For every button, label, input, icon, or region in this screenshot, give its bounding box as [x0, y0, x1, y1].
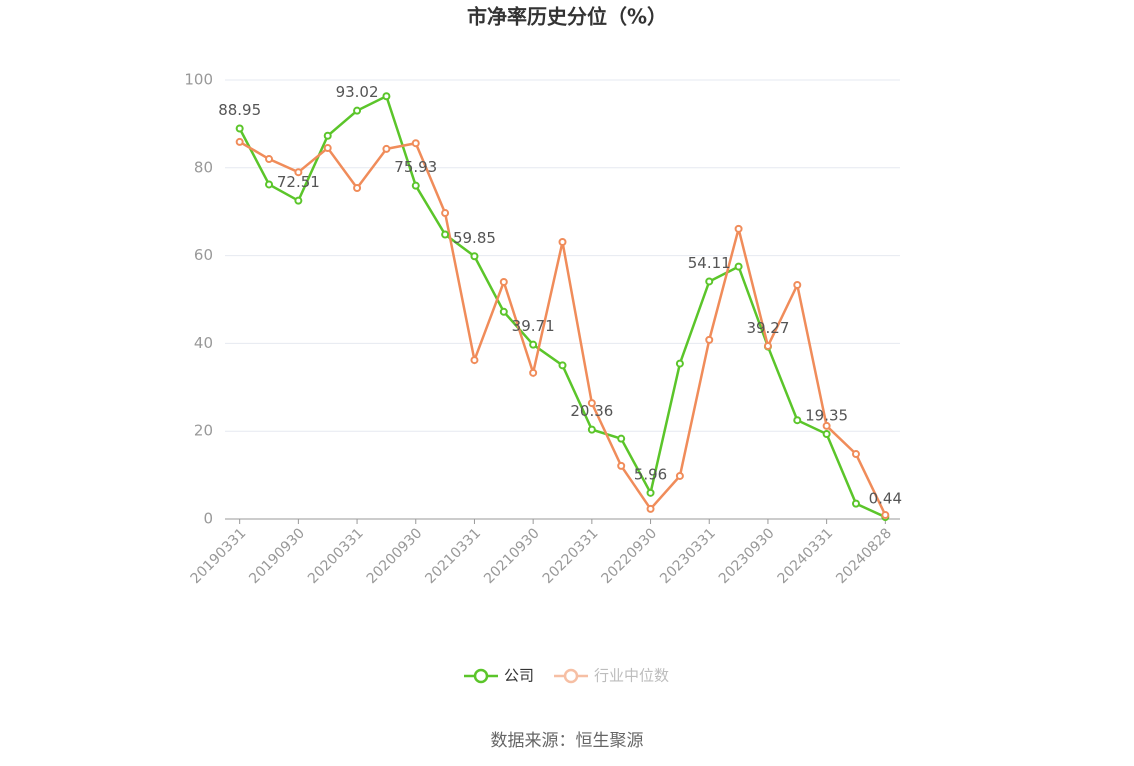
point	[470, 356, 479, 365]
point	[793, 281, 802, 290]
point	[558, 361, 567, 370]
point	[265, 180, 274, 189]
data-label: 59.85	[453, 229, 496, 247]
point	[881, 511, 890, 520]
point	[675, 471, 684, 480]
chart-title: 市净率历史分位（%）	[467, 5, 667, 29]
point	[763, 342, 772, 351]
legend-marker	[563, 668, 579, 684]
point	[441, 209, 450, 218]
point	[705, 335, 714, 344]
legend-label: 公司	[504, 667, 534, 685]
data-label: 54.11	[688, 254, 731, 272]
point	[734, 262, 743, 271]
x-tick-label: 20240331	[775, 525, 837, 587]
point	[323, 131, 332, 140]
point	[353, 106, 362, 115]
y-tick-label: 60	[194, 246, 213, 264]
point	[734, 224, 743, 233]
point	[499, 307, 508, 316]
point	[411, 139, 420, 148]
point	[793, 416, 802, 425]
point	[851, 450, 860, 459]
point	[587, 425, 596, 434]
x-tick-label: 20230930	[716, 525, 778, 587]
point	[617, 461, 626, 470]
y-tick-label: 100	[184, 71, 213, 89]
point	[675, 359, 684, 368]
point	[499, 277, 508, 286]
point	[470, 252, 479, 261]
point	[646, 488, 655, 497]
point	[294, 196, 303, 205]
point	[294, 168, 303, 177]
point	[411, 181, 420, 190]
data-label: 93.02	[336, 83, 379, 101]
data-label: 88.95	[218, 101, 261, 119]
legend-label: 行业中位数	[594, 667, 669, 685]
point	[323, 144, 332, 153]
y-tick-label: 0	[203, 510, 213, 528]
data-label: 72.51	[277, 173, 320, 191]
x-tick-label: 20230331	[657, 525, 719, 587]
source: 数据来源：恒生聚源	[491, 731, 644, 751]
point	[558, 237, 567, 246]
data-label: 19.35	[805, 407, 848, 425]
x-tick-label: 20210930	[481, 525, 543, 587]
data-label: 20.36	[570, 402, 613, 420]
x-tick-label: 20220331	[540, 525, 602, 587]
y-tick-label: 80	[194, 158, 213, 176]
x-tick-label: 20210331	[422, 525, 484, 587]
x-tick-label: 20190331	[188, 525, 250, 587]
legend-marker	[473, 668, 489, 684]
point	[646, 504, 655, 513]
point	[441, 230, 450, 239]
y-tick-label: 40	[194, 334, 213, 352]
data-label: 0.44	[869, 490, 902, 508]
y-tick-label: 20	[194, 422, 213, 440]
x-tick-label: 20190930	[246, 525, 308, 587]
data-label: 39.71	[512, 317, 555, 335]
point	[705, 277, 714, 286]
data-label: 5.96	[634, 465, 667, 483]
data-label: 75.93	[394, 158, 437, 176]
legend-item: 公司	[464, 667, 534, 685]
point	[529, 340, 538, 349]
x-tick-label: 20200331	[305, 525, 367, 587]
data-label: 39.27	[746, 319, 789, 337]
point	[382, 144, 391, 153]
point	[851, 499, 860, 508]
x-tick-label: 20200930	[364, 525, 426, 587]
point	[529, 368, 538, 377]
point	[587, 399, 596, 408]
point	[822, 421, 831, 430]
point	[235, 124, 244, 133]
point	[265, 155, 274, 164]
point	[822, 430, 831, 439]
point	[353, 183, 362, 192]
x-tick-label: 20220930	[598, 525, 660, 587]
point	[382, 92, 391, 101]
point	[617, 434, 626, 443]
x-tick-label: 20240828	[833, 525, 895, 587]
legend-item: 行业中位数	[554, 667, 669, 685]
point	[235, 137, 244, 146]
